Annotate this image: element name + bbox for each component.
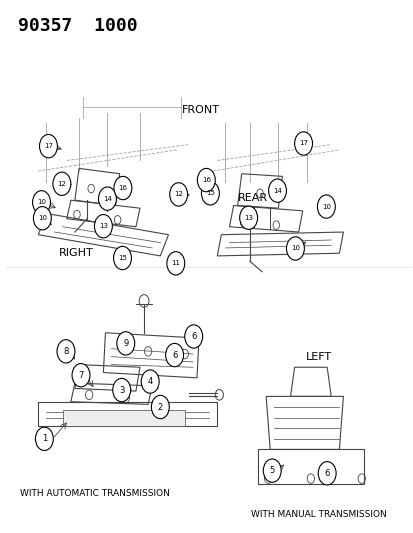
Circle shape	[286, 237, 304, 260]
Circle shape	[116, 332, 134, 355]
Text: FRONT: FRONT	[182, 106, 219, 115]
Circle shape	[113, 246, 131, 270]
Circle shape	[94, 215, 112, 238]
Circle shape	[165, 343, 183, 367]
Text: 10: 10	[290, 246, 299, 252]
Text: 17: 17	[298, 141, 307, 147]
Circle shape	[112, 378, 131, 402]
Circle shape	[268, 179, 286, 203]
Circle shape	[114, 176, 132, 200]
Circle shape	[141, 370, 159, 393]
Circle shape	[72, 364, 90, 387]
Circle shape	[166, 252, 184, 275]
Circle shape	[53, 172, 71, 196]
Text: WITH AUTOMATIC TRANSMISSION: WITH AUTOMATIC TRANSMISSION	[20, 489, 170, 498]
Text: 4: 4	[147, 377, 152, 386]
Circle shape	[294, 132, 312, 155]
Polygon shape	[62, 410, 184, 425]
Text: 10: 10	[38, 215, 47, 221]
Text: 10: 10	[37, 199, 46, 205]
Text: 16: 16	[202, 177, 210, 183]
Text: 6: 6	[324, 469, 329, 478]
Text: 14: 14	[273, 188, 281, 193]
Circle shape	[98, 187, 116, 211]
Circle shape	[33, 191, 50, 214]
Text: LEFT: LEFT	[305, 352, 331, 362]
Circle shape	[39, 134, 57, 158]
Text: 13: 13	[244, 215, 252, 221]
Circle shape	[263, 459, 280, 482]
Text: 17: 17	[44, 143, 53, 149]
Text: 15: 15	[118, 255, 127, 261]
Text: 5: 5	[269, 466, 274, 475]
Text: 8: 8	[63, 347, 69, 356]
Circle shape	[197, 168, 215, 192]
Text: 1: 1	[42, 434, 47, 443]
Text: 14: 14	[103, 196, 112, 201]
Text: 6: 6	[190, 332, 196, 341]
Circle shape	[239, 206, 257, 229]
Text: 2: 2	[157, 402, 163, 411]
Circle shape	[33, 207, 51, 230]
Text: 11: 11	[171, 260, 180, 266]
Text: 6: 6	[171, 351, 177, 360]
Text: 3: 3	[119, 385, 124, 394]
Circle shape	[169, 183, 187, 206]
Circle shape	[201, 182, 219, 205]
Text: WITH MANUAL TRANSMISSION: WITH MANUAL TRANSMISSION	[251, 511, 386, 519]
Text: RIGHT: RIGHT	[59, 248, 93, 258]
Text: 90357  1000: 90357 1000	[18, 17, 137, 35]
Circle shape	[317, 195, 335, 218]
Text: 10: 10	[321, 204, 330, 209]
Text: 12: 12	[57, 181, 66, 187]
Circle shape	[318, 462, 335, 485]
Circle shape	[151, 395, 169, 419]
Circle shape	[57, 340, 75, 363]
Text: 9: 9	[123, 339, 128, 348]
Text: 13: 13	[99, 223, 108, 229]
Text: 7: 7	[78, 370, 83, 379]
Text: REAR: REAR	[237, 193, 267, 203]
Text: 15: 15	[205, 190, 214, 196]
Text: 16: 16	[118, 185, 127, 191]
Text: 12: 12	[174, 191, 183, 197]
Circle shape	[36, 427, 53, 450]
Circle shape	[184, 325, 202, 348]
